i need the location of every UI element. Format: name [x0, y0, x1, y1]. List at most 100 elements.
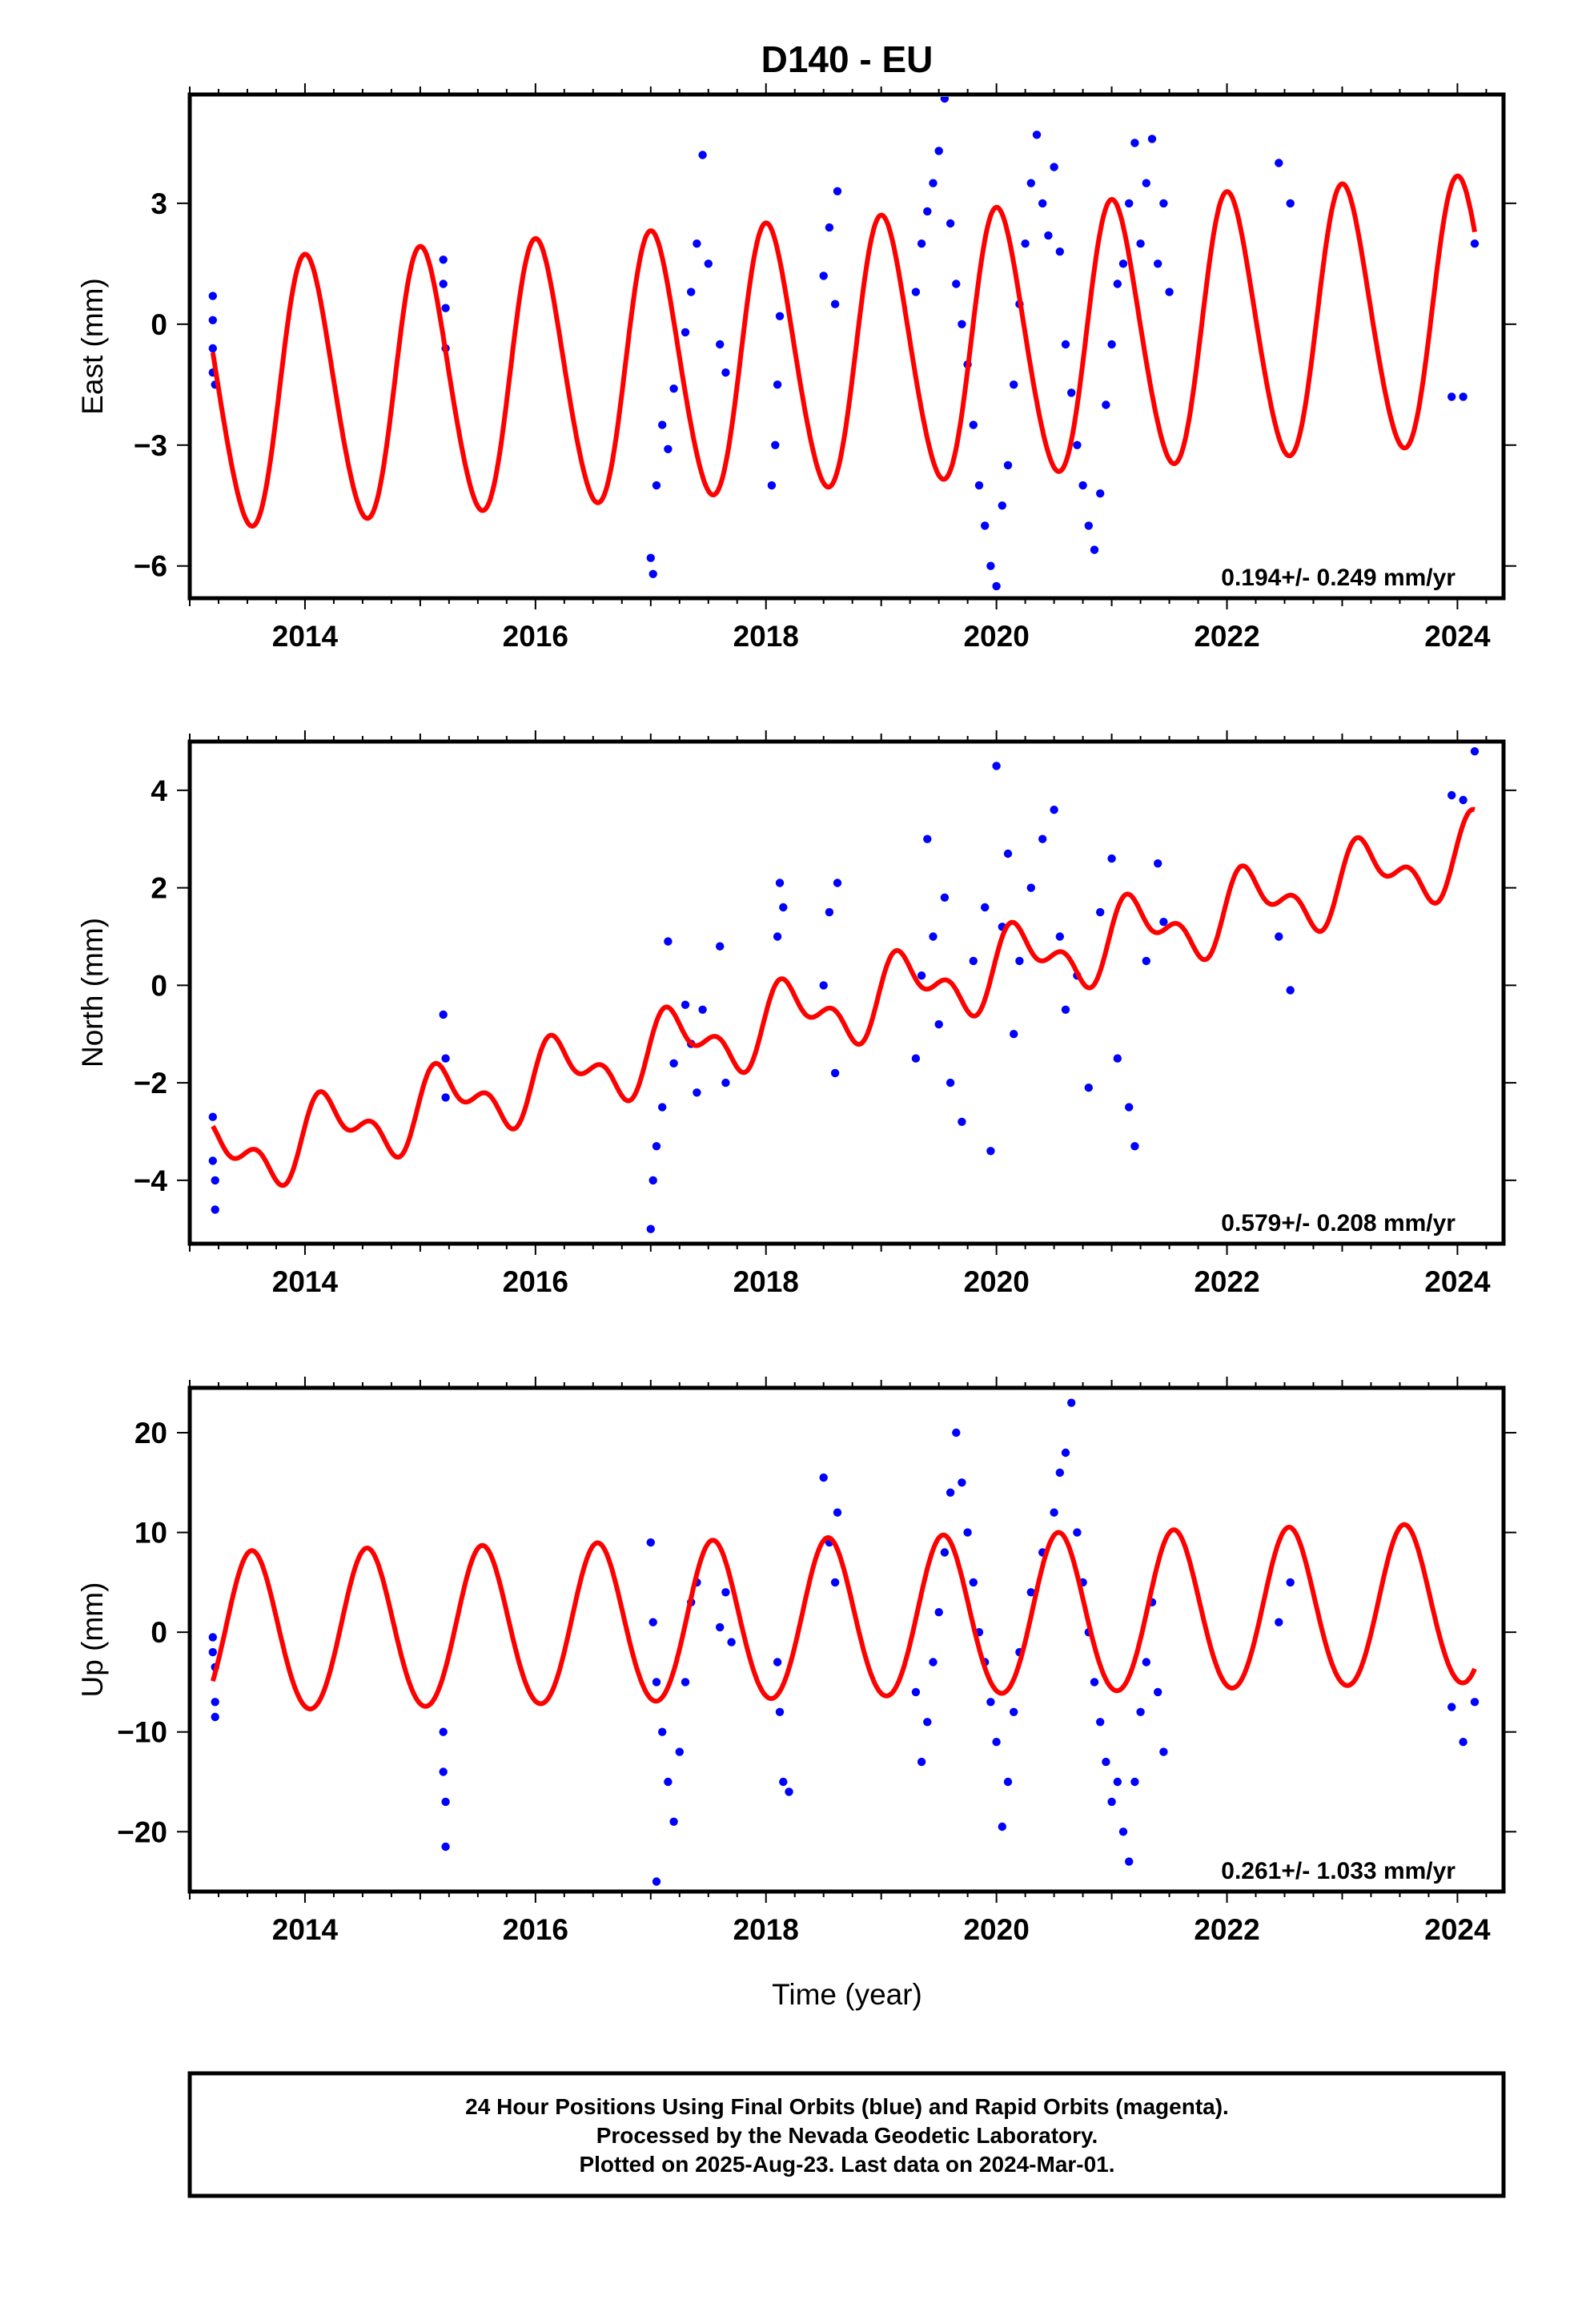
panel-north-data-point — [958, 1117, 966, 1127]
panel-east-data-point — [1459, 392, 1468, 401]
panel-east-data-point — [946, 219, 955, 228]
panel-up-data-point — [911, 1687, 921, 1697]
panel-up-plot-area — [208, 1398, 1480, 1886]
panel-up-data-point — [773, 1658, 782, 1667]
panel-up-data-point — [669, 1817, 678, 1826]
panel-up-data-point — [1055, 1468, 1065, 1478]
panel-east-data-point — [1142, 179, 1151, 187]
panel-east-data-point — [648, 569, 657, 578]
panel-east-data-point — [1107, 340, 1116, 349]
panel-north-data-point — [208, 1156, 217, 1165]
panel-up-data-point — [1470, 1698, 1480, 1707]
panel-up-rate-label: 0.261+/- 1.033 mm/yr — [1221, 1858, 1456, 1884]
panel-up-data-point — [1459, 1738, 1468, 1747]
panel-north-data-point — [441, 1093, 450, 1102]
panel-east-data-point — [986, 561, 995, 570]
panel-north-data-point — [721, 1078, 730, 1088]
panel-up-data-point — [664, 1777, 673, 1787]
panel-up-data-point — [986, 1698, 995, 1707]
panel-east-data-point — [998, 501, 1007, 510]
panel-east-data-point — [1026, 179, 1036, 187]
panel-north-xtick-label: 2014 — [272, 1265, 339, 1298]
panel-up-data-point — [727, 1638, 736, 1647]
panel-east-data-point — [1113, 279, 1122, 288]
panel-north-data-point — [1003, 849, 1013, 858]
panel-east-data-point — [1061, 340, 1070, 349]
panel-north-rate-label: 0.579+/- 0.208 mm/yr — [1221, 1210, 1456, 1236]
panel-up-data-point — [1154, 1687, 1162, 1697]
panel-north-data-point — [934, 1019, 943, 1029]
panel-north-data-point — [1026, 883, 1036, 892]
panel-up-data-point — [208, 1633, 217, 1642]
panel-north-data-point — [664, 937, 673, 946]
panel-up-ytick-label: −20 — [117, 1815, 167, 1848]
panel-east-data-point — [771, 440, 780, 449]
panel-east-data-point — [208, 292, 217, 300]
panel-up-data-point — [1010, 1707, 1018, 1716]
panel-east-ytick-label: 0 — [151, 308, 167, 341]
panel-east-data-point — [819, 271, 828, 280]
panel-east-data-point — [940, 97, 950, 103]
panel-east-data-point — [1118, 259, 1128, 268]
panel-north-data-point — [1015, 956, 1024, 966]
panel-east-data-point — [1044, 231, 1053, 240]
panel-east-data-point — [969, 420, 978, 429]
panel-north-data-point — [1275, 932, 1283, 941]
panel-up-data-point — [716, 1622, 725, 1632]
panel-north-data-point — [1142, 956, 1151, 966]
panel-east-data-point — [1147, 135, 1157, 143]
panel-east-data-point — [1470, 239, 1480, 248]
panel-east-data-point — [1067, 388, 1076, 397]
panel-east-data-point — [441, 304, 450, 312]
panel-east-xtick-label: 2024 — [1424, 620, 1491, 653]
panel-east-xtick-label: 2014 — [272, 620, 339, 653]
panel-north-data-point — [716, 942, 725, 951]
panel-up-xtick-label: 2024 — [1424, 1913, 1491, 1946]
panel-east-data-point — [1125, 199, 1134, 208]
panel-east-ytick-label: −3 — [134, 429, 167, 462]
panel-up-data-point — [1118, 1827, 1128, 1836]
panel-east-data-point — [1154, 259, 1162, 268]
panel-east-data-point — [1084, 521, 1094, 530]
footer-line-1: 24 Hour Positions Using Final Orbits (bl… — [465, 2094, 1229, 2119]
panel-east-data-point — [652, 480, 661, 490]
footer-line-3: Plotted on 2025-Aug-23. Last data on 202… — [579, 2152, 1114, 2177]
panel-east-ytick-label: −6 — [134, 550, 167, 583]
panel-east-xtick-label: 2018 — [733, 620, 799, 653]
panel-up-data-point — [779, 1777, 788, 1787]
panel-east-ylabel: East (mm) — [76, 278, 109, 415]
panel-east-data-point — [439, 255, 448, 264]
panel-up-data-point — [1447, 1703, 1456, 1711]
panel-east-data-point — [929, 179, 938, 187]
panel-east-xtick-label: 2022 — [1194, 620, 1259, 653]
panel-east-data-point — [1275, 159, 1283, 167]
panel-up-data-point — [833, 1508, 842, 1517]
panel-east-data-point — [646, 553, 655, 562]
panel-north-data-point — [1470, 747, 1480, 756]
panel-east-data-point — [825, 223, 834, 232]
panel-east-data-point — [1159, 199, 1168, 208]
panel-up-ylabel: Up (mm) — [76, 1582, 109, 1698]
panel-up-model-curve — [210, 1522, 1477, 1711]
panel-north-data-point — [1113, 1054, 1122, 1063]
panel-north-data-point — [1038, 834, 1047, 843]
panel-up-xtick-label: 2018 — [733, 1913, 799, 1946]
panel-east-data-point — [1010, 380, 1018, 389]
panel-north-data-point — [1055, 932, 1065, 941]
panel-east-data-point — [830, 300, 840, 308]
panel-north-xtick-label: 2018 — [733, 1265, 799, 1298]
panel-north-data-point — [1447, 790, 1456, 800]
panel-up-data-point — [1050, 1508, 1058, 1517]
panel-up-data-point — [1026, 1588, 1036, 1597]
panel-north-data-point — [917, 971, 926, 980]
panel-east-data-point — [1096, 489, 1105, 498]
panel-up-data-point — [1275, 1618, 1283, 1626]
panel-north-data-point — [940, 893, 950, 903]
panel-north-data-point — [773, 932, 782, 941]
panel-up-data-point — [1003, 1777, 1013, 1787]
panel-east-data-point — [1032, 131, 1042, 139]
panel-east-ytick-label: 3 — [151, 187, 167, 220]
panel-east-data-point — [1286, 199, 1295, 208]
north-panel: 2014 2016 2018 2020 2022 2024 −4 −2 0 2 4 North (mm… — [76, 730, 1516, 1298]
